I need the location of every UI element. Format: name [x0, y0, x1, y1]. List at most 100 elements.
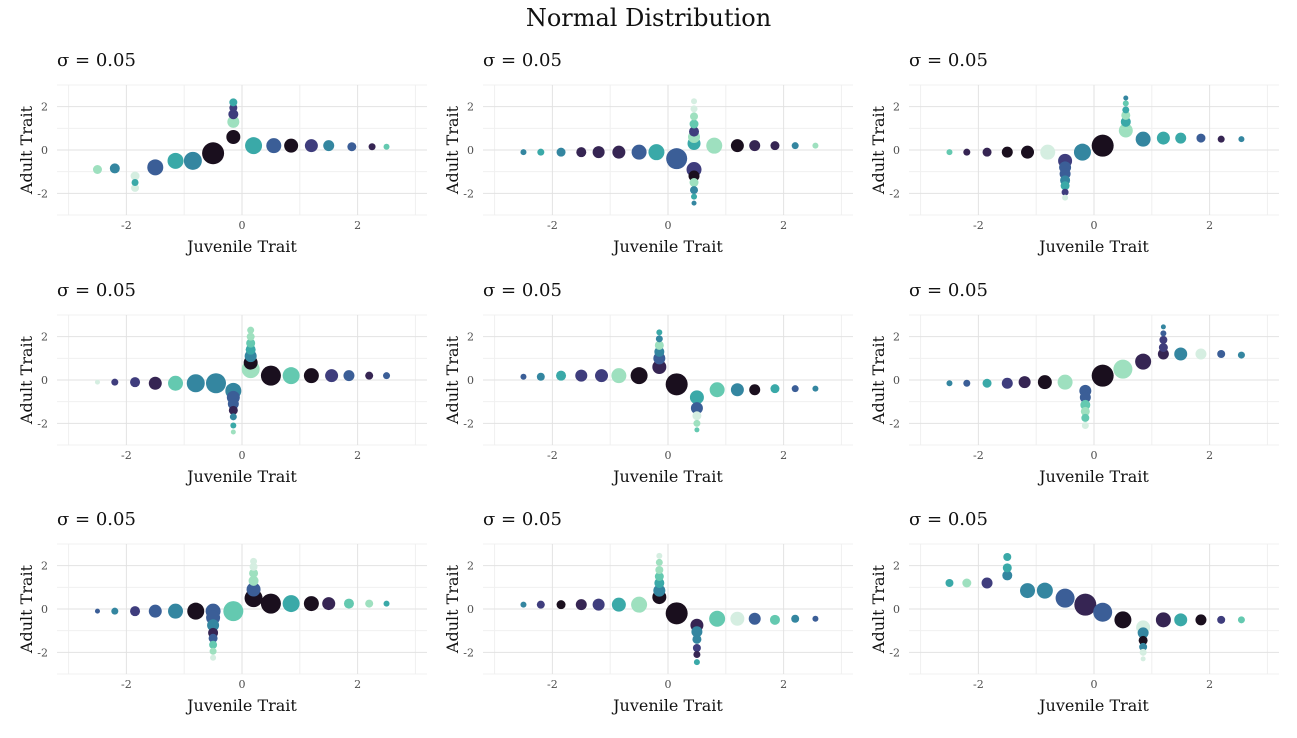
data-point: [365, 599, 374, 608]
x-tick-label: 0: [665, 449, 672, 462]
data-point: [812, 385, 819, 392]
y-axis-label: Adult Trait: [869, 564, 888, 654]
data-point: [1159, 335, 1168, 344]
x-tick-label: 2: [354, 219, 361, 232]
data-point: [1139, 648, 1147, 656]
x-tick-label: 0: [665, 219, 672, 232]
chart-panel-5: -2 0 2 -2 0 2 Juvenile Trait Adult Trait σ = 0.0…: [443, 280, 853, 486]
x-tick-label: 0: [665, 678, 672, 691]
data-point: [694, 427, 700, 433]
data-point: [693, 659, 700, 666]
x-tick-label: 0: [239, 449, 246, 462]
data-point: [611, 597, 626, 612]
data-point: [1062, 194, 1069, 201]
x-tick-label: -2: [547, 678, 558, 691]
data-point: [730, 611, 745, 626]
data-point: [653, 584, 666, 597]
y-axis-label: Adult Trait: [443, 105, 462, 195]
data-point: [229, 413, 237, 421]
x-axis-label: Juvenile Trait: [1037, 696, 1149, 715]
y-tick-label: -2: [463, 646, 474, 659]
data-point: [92, 165, 102, 174]
data-point: [1122, 100, 1129, 107]
data-point: [109, 163, 120, 174]
x-axis-label: Juvenile Trait: [185, 237, 297, 256]
data-point: [1174, 613, 1188, 627]
x-tick-label: -2: [973, 219, 984, 232]
data-point: [325, 369, 339, 383]
y-axis-label: Adult Trait: [17, 564, 36, 654]
data-point: [131, 183, 140, 192]
y-tick-label: 2: [467, 331, 474, 344]
panel-title: σ = 0.05: [909, 280, 988, 301]
data-point: [691, 626, 703, 638]
data-point: [812, 142, 819, 149]
y-tick-label: -2: [37, 187, 48, 200]
data-point: [1057, 374, 1073, 390]
chart-panel-3: -2 0 2 -2 0 2 Juvenile Trait Adult Trait σ = 0.0…: [869, 50, 1279, 256]
data-point: [655, 566, 664, 574]
y-tick-label: 2: [467, 101, 474, 114]
data-point: [207, 619, 220, 632]
data-point: [250, 557, 258, 565]
data-point: [520, 601, 527, 608]
data-point: [304, 139, 318, 153]
data-point: [1122, 106, 1130, 114]
data-point: [536, 600, 545, 609]
data-point: [343, 370, 355, 382]
y-tick-label: 0: [467, 603, 474, 616]
chart-panel-4: -2 0 2 -2 0 2 Juvenile Trait Adult Trait σ = 0.0…: [17, 280, 427, 486]
data-point: [748, 612, 761, 625]
y-tick-label: -2: [463, 187, 474, 200]
data-point: [709, 382, 725, 398]
chart-panel-9: -2 0 2 -2 0 2 Juvenile Trait Adult Trait σ = 0.0…: [869, 509, 1279, 715]
data-point: [130, 377, 141, 388]
data-point: [1060, 181, 1070, 191]
panel-title: σ = 0.05: [909, 50, 988, 71]
data-point: [791, 142, 799, 150]
data-point: [656, 552, 663, 559]
data-point: [654, 346, 665, 357]
data-point: [1196, 133, 1206, 143]
x-tick-label: 2: [1206, 678, 1213, 691]
data-point: [556, 370, 567, 381]
data-point: [692, 634, 702, 644]
panel-title: σ = 0.05: [57, 280, 136, 301]
data-point: [246, 338, 256, 348]
data-point: [962, 578, 972, 588]
data-point: [1118, 123, 1133, 138]
data-point: [186, 374, 205, 393]
data-point: [284, 138, 299, 153]
figure-title: Normal Distribution: [525, 4, 772, 32]
data-point: [1080, 406, 1090, 416]
data-point: [692, 644, 701, 652]
data-point: [1073, 143, 1091, 161]
data-point: [946, 380, 953, 387]
x-tick-label: 2: [780, 449, 787, 462]
data-point: [229, 98, 238, 107]
data-point: [1081, 413, 1090, 422]
x-tick-label: 0: [1091, 449, 1098, 462]
x-tick-label: -2: [121, 678, 132, 691]
data-point: [592, 146, 605, 159]
data-point: [323, 140, 335, 152]
data-point: [592, 598, 605, 611]
panel-title: σ = 0.05: [909, 509, 988, 530]
data-point: [226, 130, 241, 144]
chart-panel-6: -2 0 2 -2 0 2 Juvenile Trait Adult Trait σ = 0.0…: [869, 280, 1279, 486]
x-tick-label: -2: [121, 449, 132, 462]
data-point: [1091, 364, 1114, 387]
data-point: [1037, 375, 1052, 390]
y-tick-label: 2: [41, 101, 48, 114]
data-point: [1113, 359, 1133, 379]
data-point: [209, 640, 218, 649]
data-point: [94, 379, 100, 385]
data-point: [1160, 324, 1166, 330]
x-tick-label: 0: [1091, 678, 1098, 691]
data-point: [1138, 635, 1148, 645]
data-point: [1002, 570, 1013, 581]
data-point: [223, 601, 244, 622]
data-point: [131, 179, 139, 186]
data-point: [383, 600, 390, 607]
